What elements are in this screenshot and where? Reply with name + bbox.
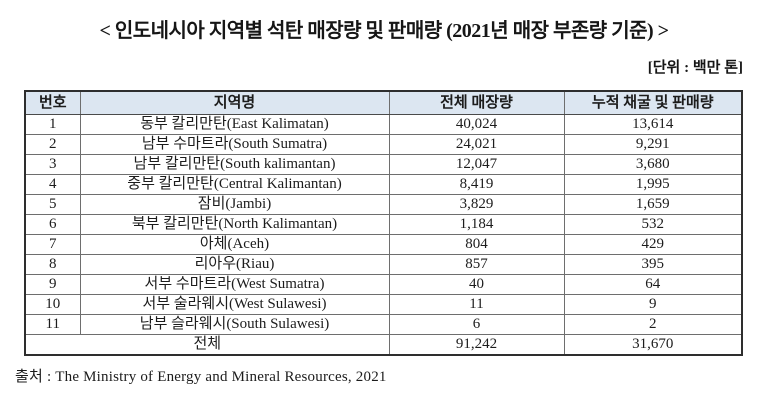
cell-sales: 429 bbox=[563, 233, 743, 255]
cell-region: 리아우(Riau) bbox=[79, 253, 390, 275]
cell-reserves: 40 bbox=[388, 273, 565, 295]
cell-no: 11 bbox=[24, 313, 81, 335]
table-row: 1 동부 칼리만탄(East Kalimatan) 40,024 13,614 bbox=[24, 113, 743, 135]
coal-reserves-table: 번호 지역명 전체 매장량 누적 채굴 및 판매량 1 동부 칼리만탄(East… bbox=[24, 90, 743, 356]
cell-sales: 2 bbox=[563, 313, 743, 335]
document-title: < 인도네시아 지역별 석탄 매장량 및 판매량 (2021년 매장 부존량 기… bbox=[99, 20, 669, 42]
cell-sales: 3,680 bbox=[563, 153, 743, 175]
cell-sales: 9 bbox=[563, 293, 743, 315]
cell-no: 8 bbox=[24, 253, 81, 275]
cell-reserves: 8,419 bbox=[388, 173, 565, 195]
cell-no: 2 bbox=[24, 133, 81, 155]
table-row: 4 중부 칼리만탄(Central Kalimantan) 8,419 1,99… bbox=[24, 173, 743, 195]
cell-sales: 532 bbox=[563, 213, 743, 235]
cell-region: 남부 슬라웨시(South Sulawesi) bbox=[79, 313, 390, 335]
header-region: 지역명 bbox=[79, 90, 390, 115]
cell-sales: 9,291 bbox=[563, 133, 743, 155]
table-row: 2 남부 수마트라(South Sumatra) 24,021 9,291 bbox=[24, 133, 743, 155]
cell-reserves: 6 bbox=[388, 313, 565, 335]
cell-reserves: 804 bbox=[388, 233, 565, 255]
cell-sales: 1,659 bbox=[563, 193, 743, 215]
cell-region: 남부 수마트라(South Sumatra) bbox=[79, 133, 390, 155]
cell-no: 3 bbox=[24, 153, 81, 175]
table-row: 9 서부 수마트라(West Sumatra) 40 64 bbox=[24, 273, 743, 295]
cell-sales: 1,995 bbox=[563, 173, 743, 195]
cell-region: 아체(Aceh) bbox=[79, 233, 390, 255]
table-row: 8 리아우(Riau) 857 395 bbox=[24, 253, 743, 275]
cell-sales: 395 bbox=[563, 253, 743, 275]
cell-region: 동부 칼리만탄(East Kalimatan) bbox=[79, 113, 390, 135]
cell-region: 남부 칼리만탄(South kalimantan) bbox=[79, 153, 390, 175]
cell-no: 4 bbox=[24, 173, 81, 195]
cell-region: 서부 수마트라(West Sumatra) bbox=[79, 273, 390, 295]
cell-sales: 64 bbox=[563, 273, 743, 295]
cell-reserves: 24,021 bbox=[388, 133, 565, 155]
cell-no: 5 bbox=[24, 193, 81, 215]
table-header-row: 번호 지역명 전체 매장량 누적 채굴 및 판매량 bbox=[24, 90, 743, 115]
cell-no: 7 bbox=[24, 233, 81, 255]
cell-region: 잠비(Jambi) bbox=[79, 193, 390, 215]
table-row: 3 남부 칼리만탄(South kalimantan) 12,047 3,680 bbox=[24, 153, 743, 175]
cell-reserves: 1,184 bbox=[388, 213, 565, 235]
cell-region: 북부 칼리만탄(North Kalimantan) bbox=[79, 213, 390, 235]
cell-no: 6 bbox=[24, 213, 81, 235]
cell-reserves: 11 bbox=[388, 293, 565, 315]
table-row: 6 북부 칼리만탄(North Kalimantan) 1,184 532 bbox=[24, 213, 743, 235]
table-row: 11 남부 슬라웨시(South Sulawesi) 6 2 bbox=[24, 313, 743, 335]
cell-region: 서부 술라웨시(West Sulawesi) bbox=[79, 293, 390, 315]
unit-label: [단위 : 백만 톤] bbox=[647, 60, 743, 76]
cell-no: 10 bbox=[24, 293, 81, 315]
source-note: 출처 : The Ministry of Energy and Mineral … bbox=[15, 369, 387, 385]
cell-region: 중부 칼리만탄(Central Kalimantan) bbox=[79, 173, 390, 195]
header-no: 번호 bbox=[24, 90, 81, 115]
total-label: 전체 bbox=[24, 333, 390, 356]
total-sales: 31,670 bbox=[563, 333, 743, 356]
cell-reserves: 3,829 bbox=[388, 193, 565, 215]
cell-no: 1 bbox=[24, 113, 81, 135]
header-sales: 누적 채굴 및 판매량 bbox=[563, 90, 743, 115]
table-total-row: 전체 91,242 31,670 bbox=[24, 333, 743, 356]
table-row: 5 잠비(Jambi) 3,829 1,659 bbox=[24, 193, 743, 215]
cell-no: 9 bbox=[24, 273, 81, 295]
total-reserves: 91,242 bbox=[388, 333, 565, 356]
cell-reserves: 857 bbox=[388, 253, 565, 275]
header-reserves: 전체 매장량 bbox=[388, 90, 565, 115]
cell-reserves: 40,024 bbox=[388, 113, 565, 135]
cell-sales: 13,614 bbox=[563, 113, 743, 135]
table-row: 10 서부 술라웨시(West Sulawesi) 11 9 bbox=[24, 293, 743, 315]
cell-reserves: 12,047 bbox=[388, 153, 565, 175]
table-row: 7 아체(Aceh) 804 429 bbox=[24, 233, 743, 255]
